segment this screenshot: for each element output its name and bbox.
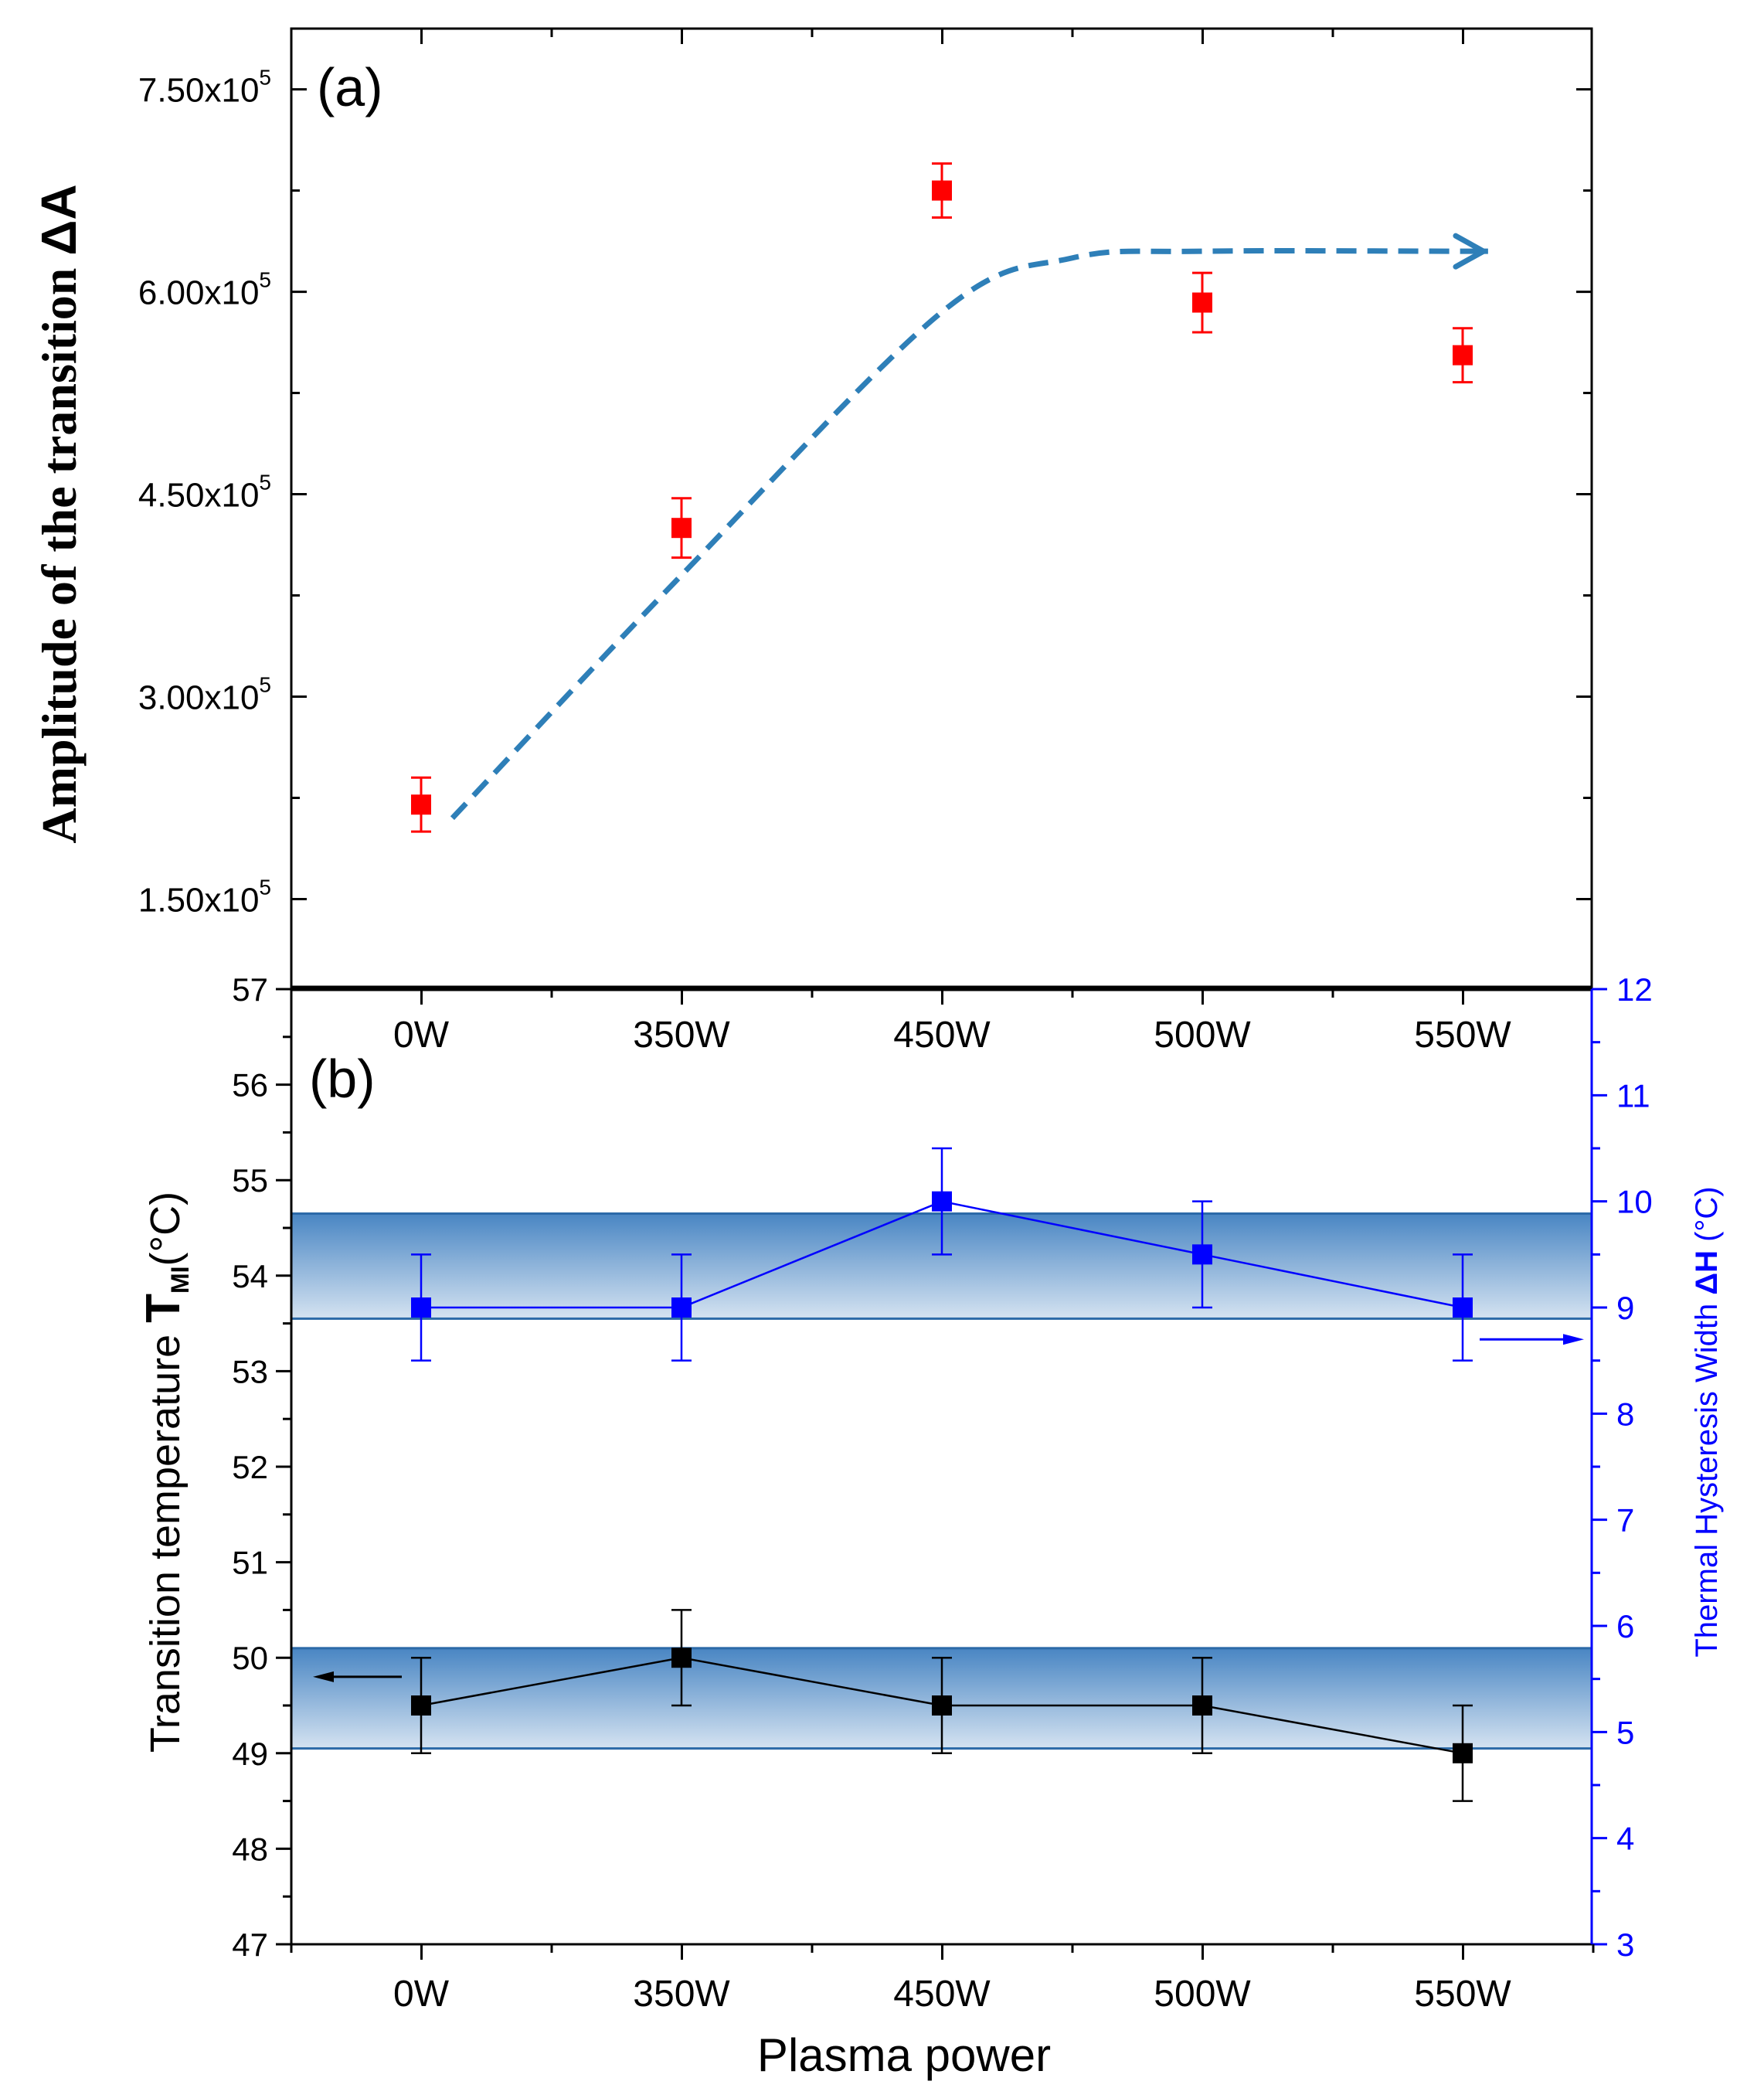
b-data-point: [1192, 1244, 1212, 1265]
left-axis-arrowhead: [313, 1671, 334, 1682]
b-data-point: [932, 1695, 952, 1716]
a-y-tick-label: 7.50x105: [138, 66, 271, 110]
b-data-point: [1453, 1743, 1473, 1763]
panel-a: (a) 1.50x1053.00x1054.50x1056.00x1057.50…: [31, 27, 1593, 988]
delta-a-symbol: ΔA: [31, 184, 87, 255]
panel-b-x-axis-label: Plasma power: [757, 2029, 1051, 2081]
panel-a-x-ticks: [420, 29, 1464, 44]
a-data-point: [1453, 345, 1473, 366]
a-data-point: [932, 180, 952, 201]
panel-b-x-ticks: 0W 0W 350W 350W 450W 450W 500W 500W 550W 550W: [290, 989, 1595, 2015]
b-right-tick-label: 10: [1616, 1184, 1653, 1220]
b-data-point: [671, 1648, 692, 1668]
panel-a-label: (a): [317, 57, 383, 117]
x-tick-label-bottom: 500W: [1154, 1974, 1251, 2015]
a-y-tick-label: 6.00x105: [138, 268, 271, 312]
b-data-point: [411, 1297, 431, 1318]
a-y-tick-exponent: 5: [259, 268, 271, 292]
panel-b-left-y-ticks: 47 48 49 50 51 52 53 54 55 56 57: [232, 971, 291, 1963]
x-tick-label-top: 500W: [1154, 1015, 1251, 1056]
b-left-tick-label: 50: [232, 1640, 268, 1676]
a-y-tick-mantissa: 7.50x10: [138, 72, 260, 110]
x-tick-label-top: 350W: [633, 1015, 730, 1056]
b-right-tick-label: 12: [1616, 971, 1653, 1008]
b-left-tick-label: 47: [232, 1926, 268, 1963]
a-y-tick-mantissa: 1.50x10: [138, 881, 260, 919]
b-right-tick-label: 5: [1616, 1714, 1634, 1750]
a-y-tick-mantissa: 6.00x10: [138, 274, 260, 312]
a-data-point: [1192, 292, 1212, 313]
x-tick-label-bottom: 0W: [393, 1974, 450, 2015]
b-left-tick-label: 51: [232, 1545, 268, 1581]
b-data-point: [1192, 1695, 1212, 1716]
b-right-tick-label: 6: [1616, 1608, 1634, 1644]
a-y-tick-exponent: 5: [259, 471, 271, 495]
b-right-tick-label: 3: [1616, 1926, 1634, 1963]
b-left-tick-label: 49: [232, 1736, 268, 1772]
a-data-point: [411, 794, 431, 815]
x-tick-label-top: 550W: [1414, 1015, 1511, 1056]
b-left-tick-label: 55: [232, 1162, 268, 1199]
b-left-tick-label: 52: [232, 1449, 268, 1485]
b-right-tick-label: 8: [1616, 1396, 1634, 1432]
b-right-tick-label: 9: [1616, 1290, 1634, 1326]
b-data-point: [671, 1297, 692, 1318]
panel-b-right-y-axis-label: Thermal Hysteresis Width ΔH (°C): [1690, 1186, 1724, 1657]
panel-b-axis-arrows: [313, 1334, 1584, 1682]
b-left-tick-label: 54: [232, 1258, 268, 1294]
b-right-tick-label: 7: [1616, 1502, 1634, 1539]
a-data-point: [671, 518, 692, 539]
a-y-tick-exponent: 5: [259, 66, 271, 90]
a-y-tick-mantissa: 3.00x10: [138, 679, 260, 717]
a-y-tick-mantissa: 4.50x10: [138, 477, 260, 515]
a-y-tick-label: 3.00x105: [138, 673, 271, 717]
panel-a-y-axis-label: Amplitude of the transition ΔA: [31, 184, 87, 843]
x-tick-label-top: 0W: [393, 1015, 450, 1056]
a-y-tick-label: 1.50x105: [138, 875, 271, 919]
a-y-tick-exponent: 5: [259, 875, 271, 899]
panel-b-right-y-ticks: 3 4 5 6 7 8 9 10 11 12: [1592, 971, 1653, 1963]
b-left-tick-label: 56: [232, 1067, 268, 1104]
a-y-tick-exponent: 5: [259, 673, 271, 697]
b-data-point: [1453, 1297, 1473, 1318]
panel-a-trend-arrowhead: [1453, 233, 1487, 270]
a-y-tick-label: 4.50x105: [138, 471, 271, 515]
panel-b-series: [411, 1147, 1473, 1802]
panel-b-left-y-axis-label: Transition temperature TMI(°C): [137, 1192, 194, 1753]
panel-a-data-points: [411, 162, 1473, 833]
x-tick-label-bottom: 550W: [1414, 1974, 1511, 2015]
right-axis-arrowhead: [1563, 1334, 1584, 1345]
panel-a-trend-arrow: [450, 248, 1493, 821]
x-tick-label-bottom: 350W: [633, 1974, 730, 2015]
b-right-tick-label: 4: [1616, 1821, 1634, 1857]
b-left-tick-label: 57: [232, 971, 268, 1008]
x-tick-label-top: 450W: [893, 1015, 991, 1056]
b-data-point: [411, 1695, 431, 1716]
b-left-tick-label: 48: [232, 1831, 268, 1867]
b-right-tick-label: 11: [1616, 1077, 1650, 1114]
x-tick-label-bottom: 450W: [893, 1974, 991, 2015]
b-data-point: [932, 1191, 952, 1212]
b-left-tick-label: 53: [232, 1353, 268, 1389]
panel-b-label: (b): [309, 1049, 376, 1109]
